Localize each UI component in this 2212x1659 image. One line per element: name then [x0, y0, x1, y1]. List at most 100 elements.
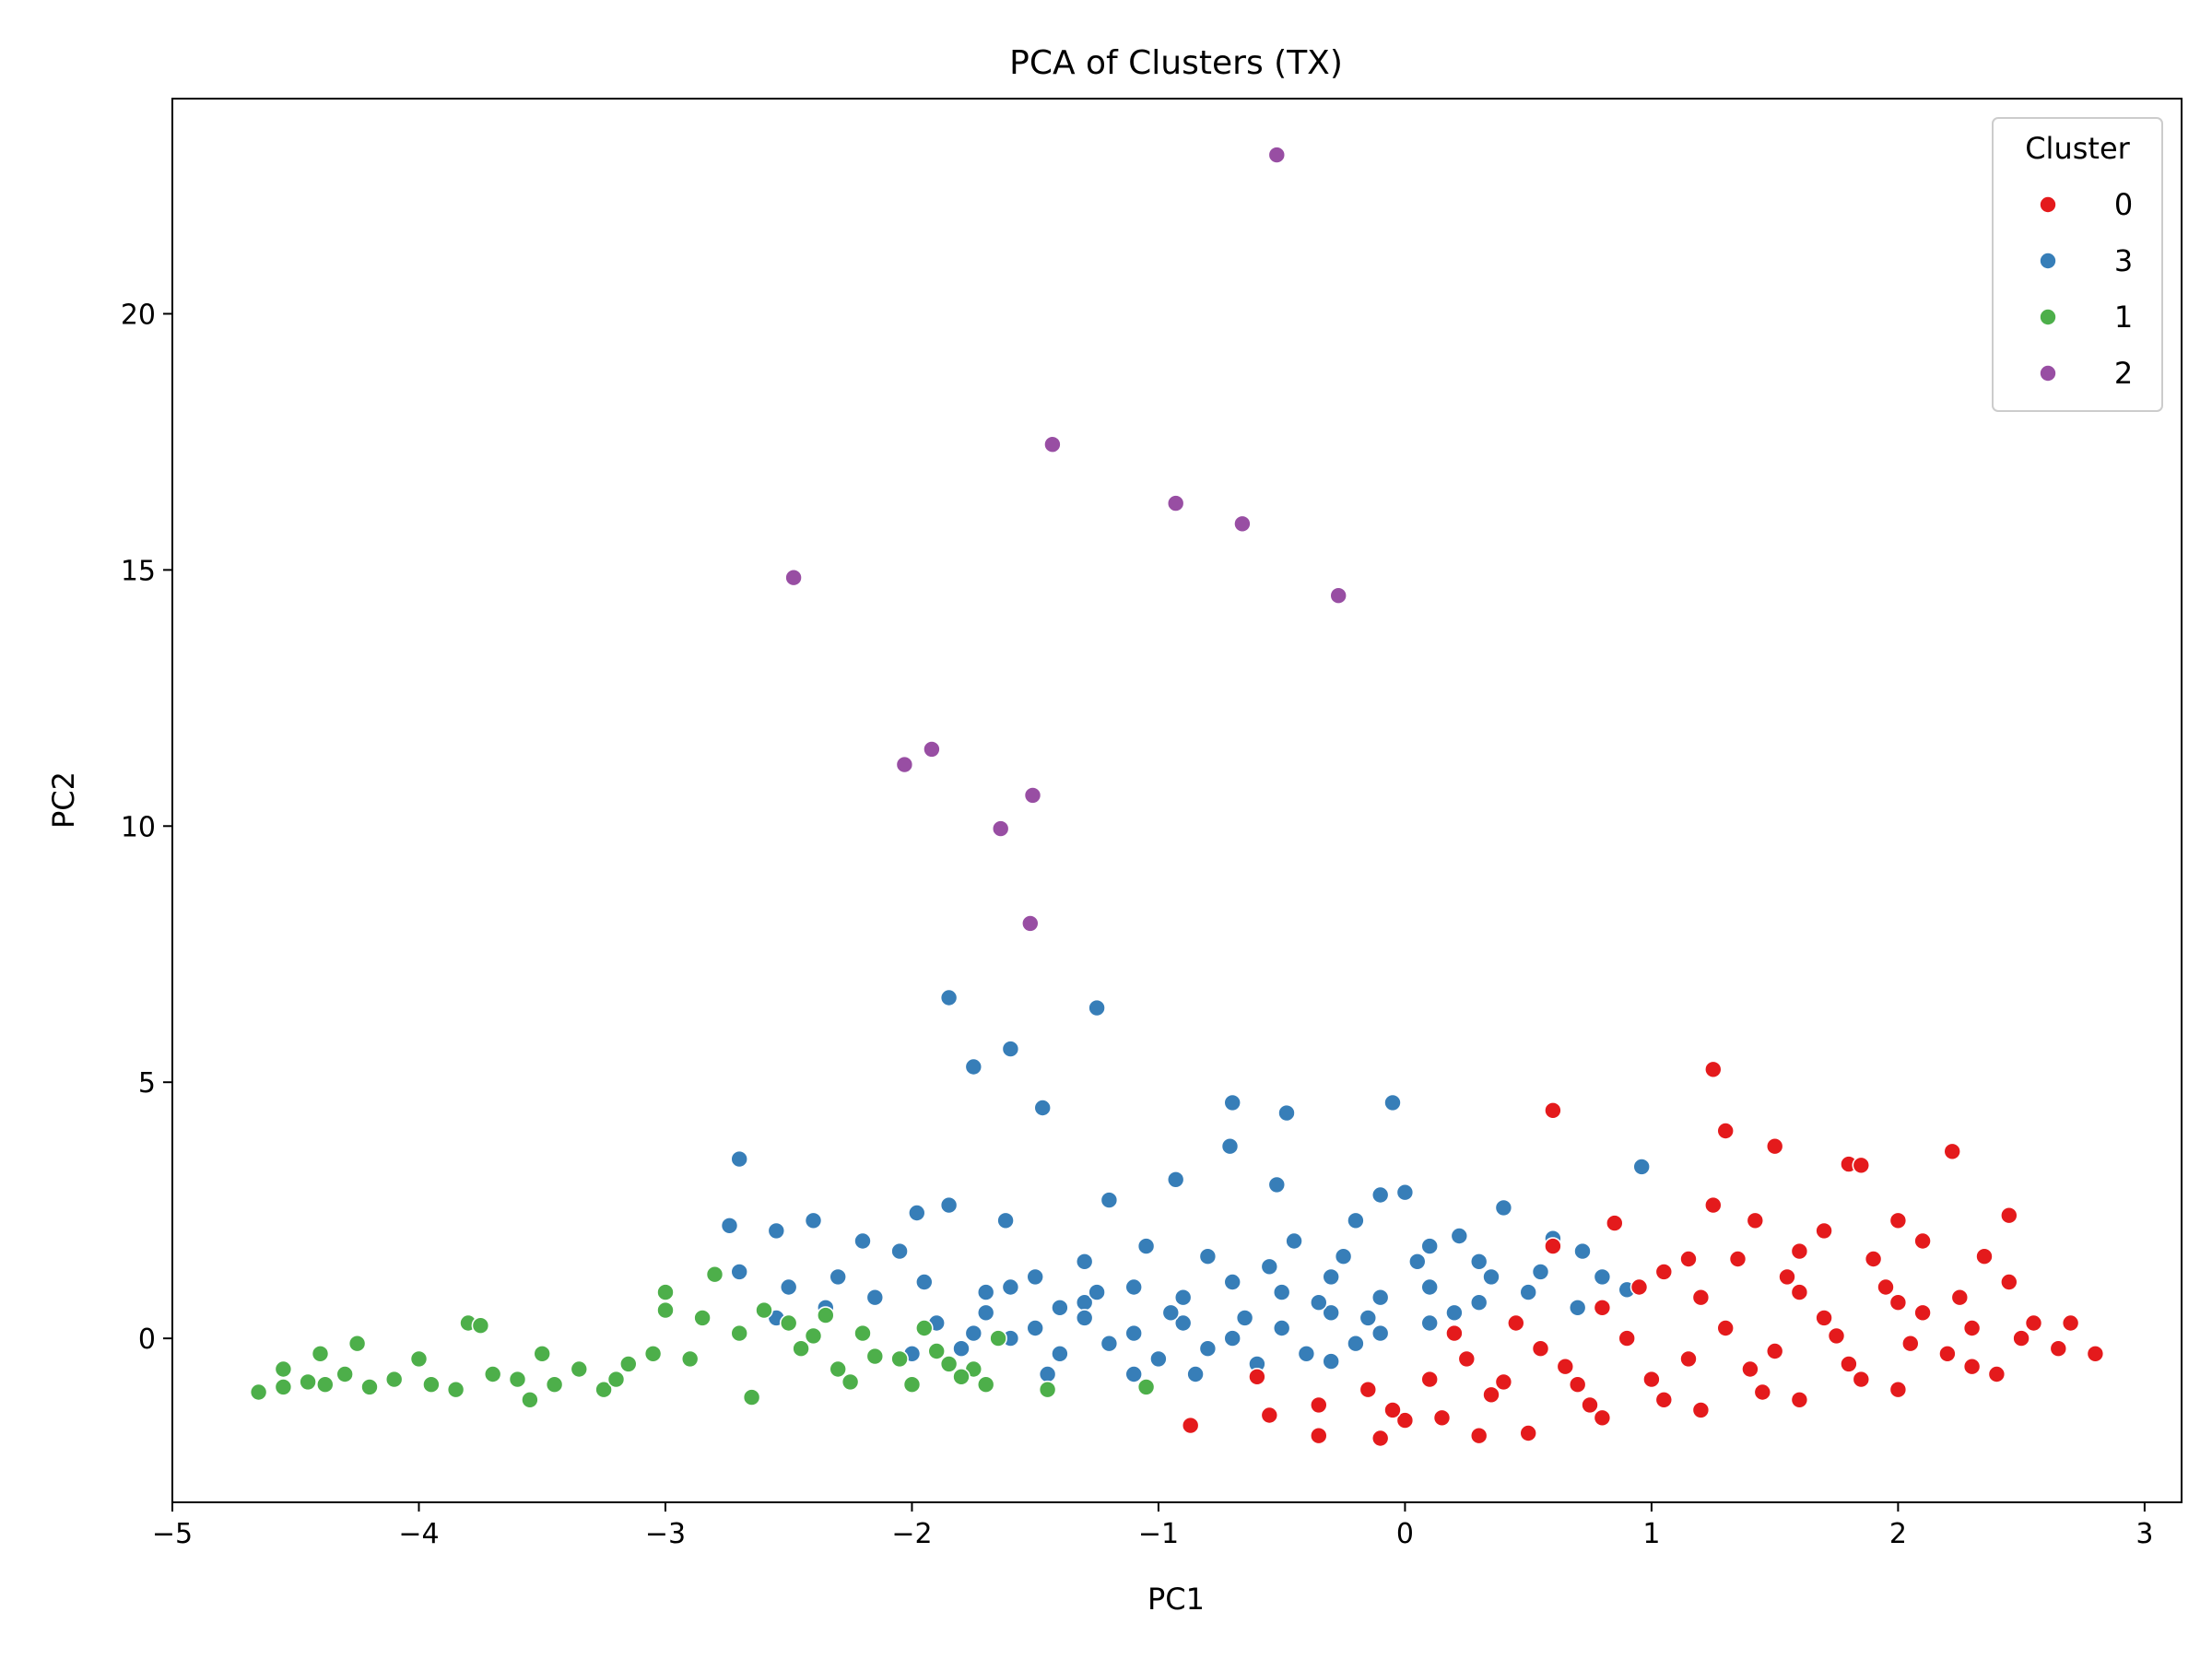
point-cluster-0-52 — [1248, 1368, 1266, 1386]
point-cluster-3-68 — [1149, 1349, 1168, 1369]
point-cluster-1-46 — [521, 1391, 539, 1409]
point-cluster-1-6 — [360, 1378, 379, 1396]
point-cluster-2-9 — [991, 819, 1010, 838]
point-cluster-0-18 — [2024, 1313, 2043, 1333]
point-cluster-0-61 — [2012, 1329, 2030, 1347]
point-cluster-0-38 — [1840, 1355, 1858, 1373]
point-cluster-0-37 — [1741, 1359, 1759, 1379]
point-cluster-0-10 — [1746, 1211, 1765, 1230]
point-cluster-3-17 — [939, 1195, 959, 1215]
point-cluster-3-16 — [907, 1204, 926, 1222]
point-cluster-0-11 — [1815, 1221, 1833, 1241]
point-cluster-0-22 — [1469, 1426, 1488, 1445]
point-cluster-1-33 — [853, 1324, 872, 1343]
point-cluster-0-40 — [1457, 1349, 1477, 1369]
point-cluster-0-43 — [1716, 1319, 1735, 1337]
point-cluster-3-86 — [1001, 1277, 1020, 1297]
point-cluster-3-12 — [1267, 1175, 1287, 1194]
point-cluster-0-72 — [1728, 1250, 1747, 1268]
legend-label-0: 0 — [2114, 187, 2133, 222]
point-cluster-2-10 — [1021, 914, 1040, 933]
point-cluster-3-13 — [804, 1211, 823, 1230]
point-cluster-1-28 — [779, 1313, 798, 1333]
point-cluster-1-17 — [570, 1359, 589, 1379]
point-cluster-0-20 — [2061, 1313, 2080, 1333]
point-cluster-0-6 — [1852, 1156, 1871, 1175]
point-cluster-0-31 — [1260, 1406, 1279, 1425]
point-cluster-2-0 — [1267, 146, 1287, 164]
point-cluster-0-39 — [1938, 1345, 1957, 1363]
point-cluster-2-2 — [1166, 494, 1185, 512]
point-cluster-0-47 — [1593, 1299, 1612, 1317]
chart-title: PCA of Clusters (TX) — [1009, 44, 1343, 82]
point-cluster-1-31 — [816, 1306, 835, 1324]
point-cluster-0-70 — [1544, 1237, 1562, 1255]
x-tick-label: −5 — [152, 1518, 193, 1550]
point-cluster-3-31 — [1285, 1231, 1303, 1251]
point-cluster-1-22 — [656, 1300, 675, 1320]
point-cluster-3-62 — [1371, 1324, 1390, 1343]
point-cluster-1-45 — [311, 1345, 330, 1363]
point-cluster-1-4 — [335, 1365, 355, 1383]
point-cluster-0-15 — [1778, 1267, 1796, 1287]
point-cluster-2-6 — [923, 740, 941, 759]
point-cluster-3-71 — [1297, 1345, 1316, 1363]
point-cluster-3-45 — [1223, 1273, 1241, 1291]
point-cluster-1-15 — [533, 1345, 552, 1363]
point-cluster-2-4 — [784, 568, 803, 587]
point-cluster-3-11 — [1166, 1171, 1185, 1189]
point-cluster-3-49 — [1420, 1277, 1439, 1297]
points-layer — [249, 146, 2105, 1448]
point-cluster-3-35 — [730, 1263, 749, 1281]
point-cluster-3-3 — [964, 1057, 983, 1077]
point-cluster-0-12 — [1888, 1211, 1908, 1230]
point-cluster-0-67 — [1556, 1357, 1575, 1376]
point-cluster-1-47 — [606, 1370, 626, 1389]
y-axis-ticks: 0 5 10 15 20 — [121, 299, 172, 1356]
point-cluster-0-35 — [1568, 1375, 1587, 1394]
point-cluster-0-62 — [1962, 1319, 1982, 1337]
plot-area — [171, 98, 2183, 1503]
point-cluster-0-53 — [1310, 1395, 1328, 1415]
x-axis-ticks: −5 −4 −3 −2 −1 0 1 2 3 — [152, 1502, 2153, 1550]
point-cluster-1-7 — [384, 1370, 404, 1389]
point-cluster-0-36 — [1642, 1370, 1661, 1389]
point-cluster-3-27 — [890, 1241, 909, 1261]
point-cluster-3-34 — [1469, 1253, 1488, 1271]
legend-entries: 0 3 1 2 — [2039, 187, 2133, 391]
point-cluster-3-95 — [1531, 1263, 1550, 1281]
point-cluster-1-2 — [299, 1372, 317, 1392]
x-tick-label: −1 — [1138, 1518, 1179, 1550]
point-cluster-0-69 — [1445, 1324, 1464, 1343]
point-cluster-1-14 — [508, 1370, 527, 1389]
point-cluster-0-14 — [1679, 1250, 1698, 1268]
point-cluster-0-66 — [1679, 1349, 1698, 1369]
legend-marker-3 — [2039, 252, 2057, 270]
point-cluster-0-1 — [1544, 1101, 1562, 1120]
point-cluster-0-24 — [1593, 1408, 1612, 1428]
point-cluster-0-45 — [1913, 1303, 1932, 1323]
y-tick-label: 20 — [121, 299, 156, 331]
point-cluster-0-3 — [1765, 1136, 1784, 1156]
point-cluster-3-38 — [865, 1288, 885, 1307]
point-cluster-0-57 — [1753, 1382, 1772, 1402]
point-cluster-3-59 — [1223, 1329, 1241, 1347]
point-cluster-1-5 — [347, 1334, 367, 1353]
point-cluster-1-0 — [249, 1382, 268, 1402]
point-cluster-3-75 — [1038, 1365, 1057, 1383]
y-tick-label: 10 — [121, 811, 156, 843]
point-cluster-1-25 — [705, 1265, 724, 1284]
point-cluster-3-37 — [829, 1267, 848, 1287]
point-cluster-3-58 — [1173, 1313, 1193, 1333]
point-cluster-3-6 — [1033, 1099, 1052, 1117]
point-cluster-3-47 — [1322, 1267, 1340, 1287]
point-cluster-3-63 — [1420, 1313, 1439, 1333]
point-cluster-3-93 — [1408, 1253, 1427, 1271]
point-cluster-1-32 — [829, 1359, 848, 1379]
point-cluster-0-41 — [1531, 1339, 1550, 1358]
legend-marker-1 — [2039, 308, 2057, 326]
point-cluster-2-1 — [1043, 435, 1062, 454]
legend-marker-0 — [2039, 195, 2057, 214]
point-cluster-3-28 — [1075, 1253, 1094, 1271]
point-cluster-3-8 — [730, 1149, 749, 1169]
